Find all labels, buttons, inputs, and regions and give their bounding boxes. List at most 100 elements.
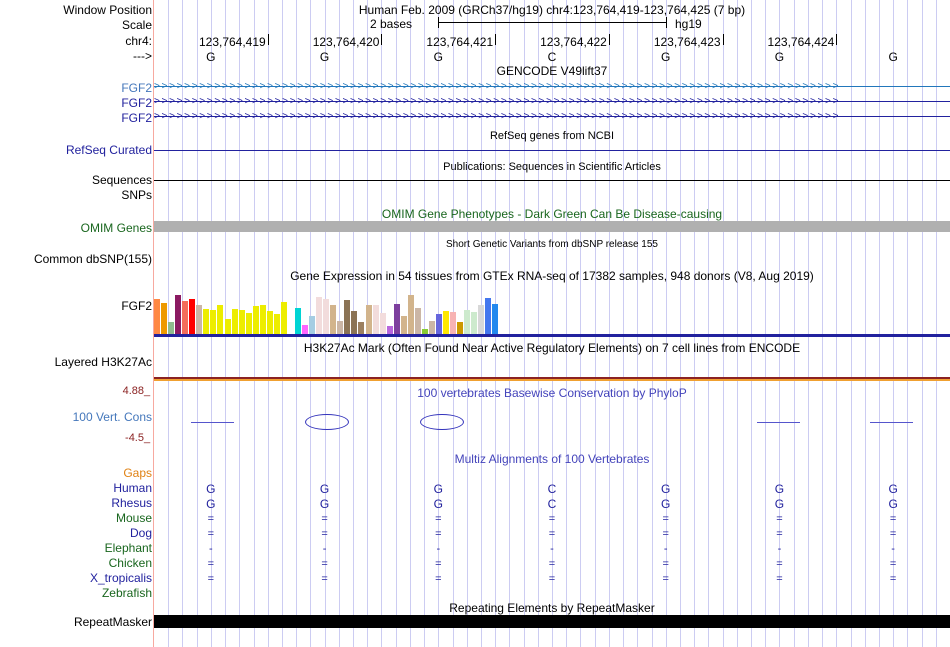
alignment-gap-marker: =: [207, 528, 215, 540]
species-label-x-tropicalis[interactable]: X_tropicalis: [89, 571, 152, 585]
gtex-tissue-bar[interactable]: [422, 329, 428, 335]
gene-track-row-1[interactable]: >>>>>>>>>>>>>>>>>>>>>>>>>>>>>>>>>>>>>>>>…: [154, 81, 950, 92]
gtex-tissue-bar[interactable]: [232, 309, 238, 335]
gtex-tissue-bar[interactable]: [330, 305, 336, 335]
gtex-tissue-bar[interactable]: [161, 303, 167, 335]
alignment-gap-marker: =: [776, 558, 783, 570]
alignment-base: G: [433, 497, 443, 511]
conservation-mark-2[interactable]: [305, 414, 349, 430]
species-label-elephant[interactable]: Elephant: [104, 541, 152, 555]
gene-track-row-2[interactable]: >>>>>>>>>>>>>>>>>>>>>>>>>>>>>>>>>>>>>>>>…: [154, 96, 950, 107]
gtex-tissue-bar[interactable]: [436, 314, 442, 335]
refseq-curated-label[interactable]: RefSeq Curated: [65, 143, 152, 157]
omim-genes-label[interactable]: OMIM Genes: [80, 221, 152, 235]
gtex-tissue-bar[interactable]: [429, 321, 435, 335]
species-label-chicken[interactable]: Chicken: [108, 556, 152, 570]
gtex-tissue-bar[interactable]: [316, 297, 322, 335]
gtex-gene-label[interactable]: FGF2: [121, 299, 152, 313]
gene-label-fgf2-1[interactable]: FGF2: [121, 81, 152, 95]
conservation-mark-3[interactable]: [420, 414, 464, 430]
gtex-tissue-bar[interactable]: [337, 321, 343, 335]
species-label-dog[interactable]: Dog: [129, 526, 152, 540]
gtex-tissue-bar[interactable]: [168, 322, 174, 335]
gtex-tissue-bar[interactable]: [203, 309, 209, 335]
alignment-gap-marker: =: [776, 573, 783, 585]
alignment-gap-marker: -: [209, 543, 213, 555]
conservation-label[interactable]: 100 Vert. Cons: [72, 410, 152, 424]
alignment-gap-marker: -: [663, 543, 668, 555]
gtex-tissue-bar[interactable]: [154, 299, 160, 335]
repeatmasker-label[interactable]: RepeatMasker: [73, 615, 152, 629]
gtex-tissue-bar[interactable]: [492, 304, 498, 335]
ruler-base-letter: G: [888, 50, 898, 64]
gtex-tissue-bar[interactable]: [443, 311, 449, 335]
gtex-tissue-bar[interactable]: [295, 308, 301, 335]
assembly-title: Human Feb. 2009 (GRCh37/hg19) chr4:123,7…: [358, 3, 746, 17]
conservation-mark-1[interactable]: [191, 422, 234, 423]
conservation-mark-5[interactable]: [870, 422, 913, 423]
alignment-gap-marker: =: [776, 513, 783, 525]
gtex-tissue-bar[interactable]: [450, 312, 456, 335]
gtex-tissue-bar[interactable]: [358, 322, 364, 335]
alignment-base: G: [661, 497, 671, 511]
gtex-tissue-bar[interactable]: [309, 316, 315, 335]
omim-track-title: OMIM Gene Phenotypes - Dark Green Can Be…: [381, 207, 723, 221]
refseq-feature-line[interactable]: [154, 150, 950, 151]
alignment-gap-marker: =: [435, 513, 442, 525]
species-label-human[interactable]: Human: [113, 481, 152, 495]
gtex-tissue-bar[interactable]: [182, 301, 188, 335]
gene-track-row-3[interactable]: >>>>>>>>>>>>>>>>>>>>>>>>>>>>>>>>>>>>>>>>…: [154, 111, 950, 122]
gtex-tissue-bar[interactable]: [260, 305, 266, 335]
gene-label-fgf2-2[interactable]: FGF2: [121, 96, 152, 110]
gtex-tissue-bar[interactable]: [394, 304, 400, 335]
gtex-tissue-bar[interactable]: [253, 306, 259, 335]
gtex-tissue-bar[interactable]: [267, 311, 273, 335]
alignment-base: G: [206, 482, 216, 496]
gtex-tissue-bar[interactable]: [351, 311, 357, 335]
alignment-base: C: [547, 482, 557, 496]
gtex-tissue-bar[interactable]: [408, 295, 414, 335]
gtex-tissue-bar[interactable]: [196, 305, 202, 335]
gtex-tissue-bar[interactable]: [344, 300, 350, 335]
gtex-tissue-bar[interactable]: [302, 325, 308, 335]
gtex-tissue-bar[interactable]: [239, 310, 245, 335]
gtex-tissue-bar[interactable]: [464, 310, 470, 335]
gtex-tissue-bar[interactable]: [246, 313, 252, 335]
gtex-tissue-bar[interactable]: [217, 305, 223, 335]
snps-label[interactable]: SNPs: [121, 188, 152, 202]
gtex-tissue-bar[interactable]: [366, 305, 372, 335]
species-label-zebrafish[interactable]: Zebrafish: [101, 586, 152, 600]
gtex-tissue-bar[interactable]: [485, 298, 491, 335]
gtex-tissue-bar[interactable]: [281, 302, 287, 335]
common-dbsnp-label[interactable]: Common dbSNP(155): [33, 252, 152, 266]
gtex-tissue-bar[interactable]: [471, 312, 477, 335]
gtex-tissue-bar[interactable]: [274, 314, 280, 335]
layered-h3k27ac-label[interactable]: Layered H3K27Ac: [54, 355, 152, 369]
gaps-label[interactable]: Gaps: [123, 466, 152, 480]
gtex-tissue-bar[interactable]: [457, 322, 463, 335]
publications-track-title: Publications: Sequences in Scientific Ar…: [443, 161, 661, 173]
h3k27ac-orange-line: [154, 379, 950, 381]
gtex-tissue-bar[interactable]: [323, 299, 329, 335]
omim-feature-bar[interactable]: [154, 221, 950, 232]
gtex-tissue-bar[interactable]: [175, 295, 181, 335]
publications-feature-line[interactable]: [154, 180, 950, 181]
repeatmasker-feature-bar[interactable]: [154, 615, 950, 628]
gtex-tissue-bar[interactable]: [210, 310, 216, 335]
alignment-gap-marker: =: [435, 528, 442, 540]
gtex-tissue-bar[interactable]: [373, 305, 379, 335]
species-label-rhesus[interactable]: Rhesus: [111, 496, 152, 510]
alignment-gap-marker: =: [889, 513, 897, 525]
gtex-tissue-bar[interactable]: [415, 308, 421, 335]
gtex-tissue-bar[interactable]: [387, 326, 393, 335]
species-label-mouse[interactable]: Mouse: [115, 511, 152, 525]
gene-label-fgf2-3[interactable]: FGF2: [121, 111, 152, 125]
gtex-tissue-bar[interactable]: [380, 313, 386, 335]
gtex-tissue-bar[interactable]: [478, 305, 484, 335]
gtex-tissue-bar[interactable]: [225, 319, 231, 335]
sequences-label[interactable]: Sequences: [91, 173, 152, 187]
gtex-tissue-bar[interactable]: [189, 299, 195, 335]
conservation-mark-4[interactable]: [757, 422, 800, 423]
gtex-tissue-bar[interactable]: [401, 316, 407, 335]
